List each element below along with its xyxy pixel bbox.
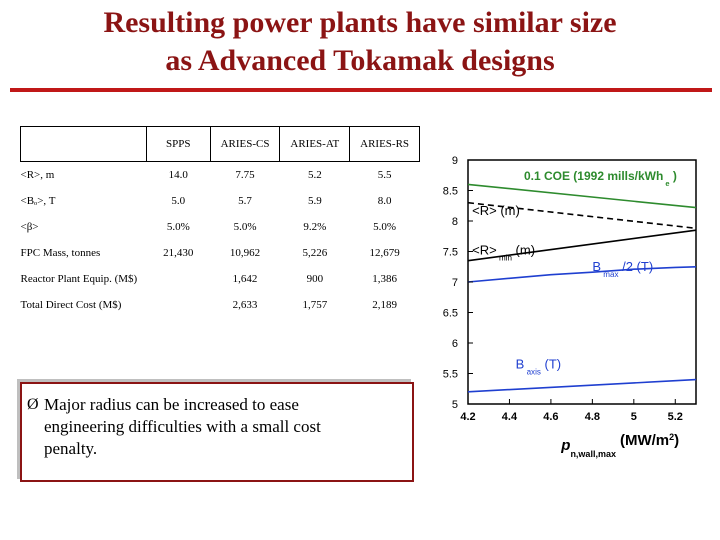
note-text: Ø Major radius can be increased to ease … xyxy=(27,394,404,460)
series-line xyxy=(467,266,697,283)
y-tick-label: 6.5 xyxy=(443,308,458,320)
series-label: B max /2 (T) xyxy=(592,259,653,279)
table-row: <β> 5.0% 5.0% 9.2% 5.0% xyxy=(21,214,420,240)
comparison-table: SPPS ARIES-CS ARIES-AT ARIES-RS <R>, m 14.0 7.… xyxy=(20,126,420,312)
bullet-arrow-icon: Ø xyxy=(27,396,39,413)
x-tick-label: 5 xyxy=(631,411,637,423)
title-divider xyxy=(10,88,712,92)
y-tick-label: 5 xyxy=(452,399,458,411)
series-label: <R> (m) xyxy=(472,203,520,218)
table-cell: 14.0 xyxy=(168,169,188,181)
y-tick-label: 6 xyxy=(452,338,458,350)
series-line xyxy=(467,201,697,230)
y-tick-label: 5.5 xyxy=(443,369,458,381)
table-row: Reactor Plant Equip. (M$) 1,642 900 1,386 xyxy=(21,266,420,292)
title-line-1: Resulting power plants have similar size xyxy=(103,6,617,39)
row-label: Reactor Plant Equip. (M$) xyxy=(20,273,138,285)
table-cell: 8.0 xyxy=(377,195,392,207)
slide-title: Resulting power plants have similar size… xyxy=(0,4,720,80)
table-cell: 5.5 xyxy=(377,169,392,181)
table-cell: 21,430 xyxy=(163,247,194,259)
table-cell: 1,386 xyxy=(372,273,397,285)
table-cell: 10,962 xyxy=(229,247,261,259)
column-header: ARIES-AT xyxy=(279,126,351,162)
row-label: <R>, m xyxy=(20,169,55,181)
table-cell: 7.75 xyxy=(235,169,255,181)
table-cell: 5.0% xyxy=(166,221,190,233)
table-cell: 5.2 xyxy=(307,169,322,181)
table-cell: 5,226 xyxy=(302,247,328,259)
table-header-row: SPPS ARIES-CS ARIES-AT ARIES-RS xyxy=(20,126,420,162)
series-line xyxy=(467,378,697,393)
y-tick-label: 8.5 xyxy=(443,186,458,198)
table-row: Total Direct Cost (M$) 2,633 1,757 2,189 xyxy=(21,292,420,318)
table-cell xyxy=(146,266,210,292)
x-tick-label: 4.2 xyxy=(460,411,475,423)
x-tick-label: 5.2 xyxy=(668,411,683,423)
table-cell: 5.9 xyxy=(307,195,322,207)
table-row: <R>, m 14.0 7.75 5.2 5.5 xyxy=(21,162,420,189)
table-cell: 1,642 xyxy=(232,273,258,285)
row-label: Total Direct Cost (M$) xyxy=(20,299,122,311)
column-header: SPPS xyxy=(145,126,211,162)
note-box: Ø Major radius can be increased to ease … xyxy=(20,382,414,482)
y-tick-label: 8 xyxy=(452,216,458,228)
table-cell: 5.7 xyxy=(238,195,252,207)
table-row: <Bₒ>, T 5.0 5.7 5.9 8.0 xyxy=(21,188,420,214)
row-label: <Bₒ>, T xyxy=(20,195,56,207)
design-space-chart: 5 5.5 6 6.5 7 7.5 8 8.5 9 4.2 4.4 4.6 4.8 5 5.2 0.1 CO… xyxy=(443,155,697,459)
note-line-3: penalty. xyxy=(44,439,98,458)
y-tick-label: 7.5 xyxy=(443,247,458,259)
series-label: B axis (T) xyxy=(516,357,561,377)
column-header: ARIES-CS xyxy=(209,126,281,162)
row-label: <β> xyxy=(20,221,39,233)
table-cell: 2,189 xyxy=(372,299,397,311)
note-line-1: Major radius can be increased to ease xyxy=(44,395,299,414)
spec-table: SPPS ARIES-CS ARIES-AT ARIES-RS <R>, m 14.0 7.… xyxy=(20,126,420,318)
table-cell: 1,757 xyxy=(302,299,328,311)
table-cell: 9.2% xyxy=(303,221,327,233)
series-label: <R> min (m) xyxy=(472,243,535,263)
x-tick-label: 4.8 xyxy=(585,411,600,423)
x-tick-label: 4.6 xyxy=(543,411,558,423)
series-label: 0.1 COE (1992 mills/kWh e ) xyxy=(524,169,677,188)
table-cell: 12,679 xyxy=(369,247,400,259)
series-line xyxy=(467,229,697,262)
table-cell: 900 xyxy=(306,273,324,285)
y-tick-label: 7 xyxy=(452,277,458,289)
column-header xyxy=(20,126,147,162)
title-line-2: as Advanced Tokamak designs xyxy=(165,44,555,77)
table-cell: 5.0 xyxy=(171,195,186,207)
row-label: FPC Mass, tonnes xyxy=(20,247,101,259)
table-cell: 2,633 xyxy=(232,299,258,311)
table-cell xyxy=(146,292,210,318)
note-line-2: engineering difficulties with a small co… xyxy=(44,417,321,436)
table-cell: 5.0% xyxy=(373,221,397,233)
x-axis-label: pn,wall,max(MW/m2) xyxy=(560,432,679,459)
series-line xyxy=(467,183,697,209)
y-tick-label: 9 xyxy=(452,155,458,167)
x-tick-label: 4.4 xyxy=(502,411,518,423)
table-row: FPC Mass, tonnes 21,430 10,962 5,226 12,679 xyxy=(21,240,420,266)
table-cell: 5.0% xyxy=(233,221,257,233)
column-header: ARIES-RS xyxy=(349,126,420,162)
